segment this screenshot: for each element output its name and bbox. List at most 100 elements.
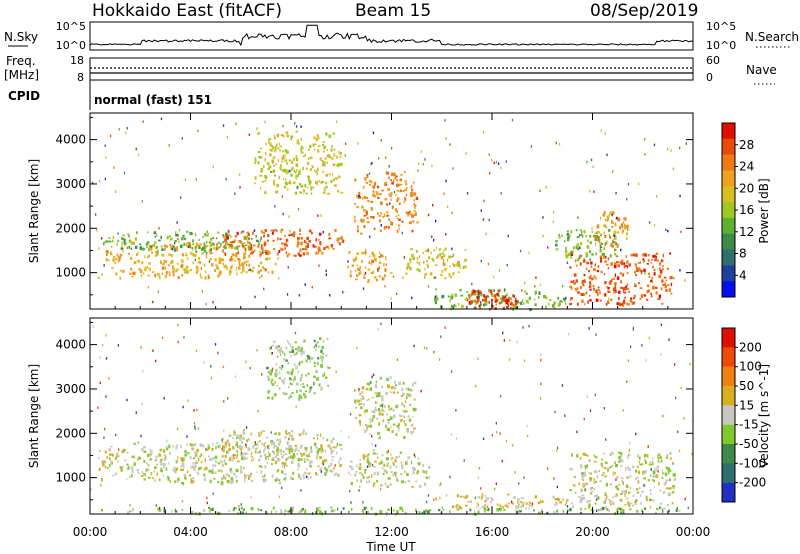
velocity-cell [370, 506, 373, 511]
velocity-cell [320, 355, 322, 359]
power-cell [489, 172, 491, 175]
velocity-cell [207, 446, 210, 450]
velocity-cell [671, 491, 675, 494]
power-cell [201, 290, 204, 293]
velocity-cell [581, 472, 584, 476]
velocity-cell [402, 392, 405, 396]
velocity-cell [181, 481, 184, 485]
power-cell [375, 191, 378, 193]
velocity-cell [610, 500, 612, 503]
power-cell [423, 260, 425, 264]
velocity-cell [322, 459, 326, 463]
velocity-cell [388, 408, 392, 411]
velocity-cell [388, 476, 391, 480]
power-cell [555, 243, 558, 247]
power-cell [209, 243, 213, 248]
velocity-cell [287, 396, 291, 400]
power-cell [234, 259, 236, 262]
power-cell [228, 245, 231, 249]
power-cell [635, 266, 638, 269]
velocity-cell [228, 458, 232, 462]
power-cell [147, 231, 149, 234]
power-cell [232, 257, 234, 260]
power-cell [242, 268, 245, 273]
velocity-cell [528, 507, 530, 510]
velocity-cell [191, 477, 195, 480]
velocity-cell [174, 508, 176, 513]
velocity-cell [239, 434, 242, 438]
power-cell [467, 294, 470, 297]
power-cell [623, 217, 625, 221]
power-cell [620, 248, 622, 252]
power-cell [575, 245, 578, 249]
beam-title: Beam 15 [355, 1, 431, 21]
velocity-cell [477, 496, 480, 499]
velocity-cell [242, 511, 244, 514]
power-cell [369, 235, 371, 238]
velocity-cell [277, 450, 279, 454]
power-cell [112, 236, 114, 239]
power-cell [273, 179, 275, 183]
velocity-cell [180, 457, 183, 460]
velocity-cell [369, 417, 371, 420]
velocity-blob [216, 429, 343, 463]
power-cell [440, 274, 443, 277]
velocity-cell [584, 464, 587, 468]
power-cell [259, 156, 263, 159]
power-cell [281, 156, 284, 161]
power-cell [633, 294, 636, 298]
power-cell [368, 279, 370, 282]
velocity-cell [147, 453, 150, 458]
power-blob [569, 252, 675, 307]
velocity-cell [654, 475, 657, 478]
power-cell [372, 254, 376, 258]
velocity-cell [365, 506, 367, 510]
velocity-cell [287, 362, 289, 365]
power-cell [292, 157, 295, 162]
velocity-cell [315, 349, 317, 351]
velocity-cell [250, 452, 253, 455]
power-cell [391, 205, 394, 210]
power-cell [599, 246, 603, 249]
velocity-cell [274, 381, 276, 384]
power-cell [449, 299, 451, 303]
power-cell [139, 269, 143, 273]
velocity-cell [349, 489, 351, 493]
velocity-cell [428, 476, 431, 479]
power-cell [362, 185, 365, 189]
velocity-cell [385, 425, 387, 429]
power-cell [298, 294, 301, 297]
power-cell [354, 203, 356, 205]
power-cell [565, 249, 568, 254]
power-cell [310, 192, 313, 195]
velocity-cell [455, 505, 458, 509]
power-cell [512, 294, 514, 298]
power-cell [555, 248, 559, 251]
power-cell [164, 274, 167, 279]
velocity-cell [320, 450, 322, 454]
velocity-cell [396, 479, 399, 482]
velocity-cell [373, 373, 375, 377]
velocity-cell [571, 468, 574, 471]
power-cell [135, 147, 137, 151]
power-cell [204, 232, 207, 237]
power-cell [317, 149, 320, 153]
power-cell [222, 262, 225, 266]
power-cell [386, 214, 388, 217]
velocity-cell [377, 431, 380, 435]
power-cell [626, 232, 628, 236]
power-cell [248, 133, 250, 136]
velocity-cell [325, 471, 328, 474]
velocity-cell [181, 509, 184, 511]
velocity-cell [390, 426, 392, 429]
power-cell [680, 230, 682, 234]
velocity-cell [261, 373, 263, 376]
velocity-cell [569, 468, 572, 471]
power-cell [315, 181, 318, 184]
power-cell [621, 231, 624, 234]
velocity-cell [359, 392, 361, 396]
power-cell [271, 270, 274, 275]
power-cell [377, 212, 379, 215]
velocity-cell [192, 462, 195, 465]
power-cell [345, 142, 347, 145]
